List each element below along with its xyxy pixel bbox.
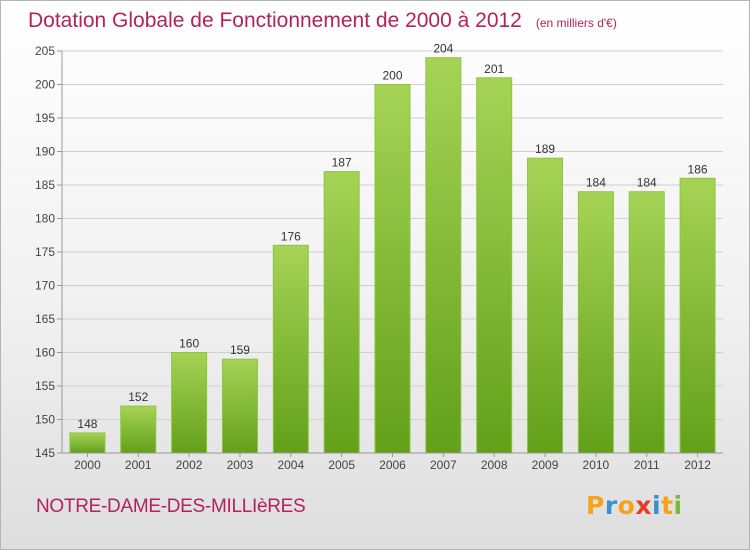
commune-name: NOTRE-DAME-DES-MILLIèRES (36, 496, 306, 517)
x-tick-label-2004: 2004 (277, 458, 304, 472)
bar-2001 (120, 405, 157, 454)
x-axis-ticks: 2000 2001 2002 2003 2004 2005 2006 2007 2008 2009… (62, 452, 723, 472)
logo-letter: P (586, 491, 605, 520)
data-label-2003: 159 (230, 343, 250, 357)
chart-title: Dotation Globale de Fonctionnement de 20… (28, 9, 522, 32)
y-tick-label: 195 (35, 111, 55, 125)
y-tick-label: 190 (35, 145, 55, 159)
data-labels: 148 152 160 159 176 187 200 204 201 189 184 184 186 (77, 42, 708, 431)
bar-2006 (374, 84, 411, 454)
data-label-2000: 148 (77, 417, 97, 431)
chart-title-block: Dotation Globale de Fonctionnement de 20… (28, 9, 617, 33)
data-label-2007: 204 (433, 42, 453, 56)
y-tick-label: 200 (35, 78, 55, 92)
bar-2005 (323, 171, 360, 454)
y-axis: 145 150 155 160 165 170 175 180 185 190 195 200 205 (35, 44, 63, 460)
bar-2010 (577, 191, 614, 454)
x-tick-label-2009: 2009 (532, 458, 559, 472)
data-label-2004: 176 (281, 229, 301, 243)
x-tick-label-2003: 2003 (227, 458, 254, 472)
y-tick-label: 185 (35, 178, 55, 192)
logo-letter: t (661, 491, 674, 520)
y-tick-label: 175 (35, 245, 55, 259)
chart-unit: (en milliers d'€) (535, 16, 617, 30)
y-tick-label: 205 (35, 44, 55, 58)
bar-2002 (171, 352, 208, 454)
logo-letter: o (617, 491, 636, 520)
data-label-2010: 184 (586, 176, 606, 190)
bar-2012 (679, 177, 716, 454)
x-tick-label-2002: 2002 (176, 458, 203, 472)
logo-letter: r (604, 491, 618, 520)
data-label-2008: 201 (484, 62, 504, 76)
data-label-2011: 184 (637, 176, 657, 190)
x-tick-label-2006: 2006 (379, 458, 406, 472)
logo-letter: x (635, 491, 652, 520)
bar-2000 (69, 432, 106, 454)
y-tick-label: 155 (35, 379, 55, 393)
data-label-2001: 152 (128, 390, 148, 404)
y-tick-label: 170 (35, 279, 55, 293)
bar-2007 (425, 57, 462, 454)
x-tick-label-2001: 2001 (125, 458, 152, 472)
bars (69, 57, 716, 454)
x-tick-label-2010: 2010 (583, 458, 610, 472)
bar-2004 (272, 244, 309, 454)
bar-2003 (221, 358, 258, 454)
x-tick-label-2007: 2007 (430, 458, 457, 472)
x-tick-label-2005: 2005 (328, 458, 355, 472)
x-tick-label-2011: 2011 (634, 458, 660, 472)
y-tick-label: 145 (35, 446, 55, 460)
y-tick-label: 180 (35, 212, 55, 226)
x-tick-label-2008: 2008 (481, 458, 508, 472)
bar-2011 (628, 191, 665, 454)
bar-2008 (476, 77, 513, 454)
data-label-2012: 186 (688, 162, 708, 176)
data-label-2005: 187 (332, 156, 352, 170)
data-label-2006: 200 (382, 69, 402, 83)
y-tick-label: 150 (35, 413, 55, 427)
logo-letter: i (652, 491, 662, 520)
bar-2009 (527, 157, 564, 454)
logo-letter: i (673, 491, 683, 520)
data-label-2002: 160 (179, 337, 199, 351)
data-label-2009: 189 (535, 142, 555, 156)
x-tick-label-2012: 2012 (684, 458, 711, 472)
proxiti-logo: Proxiti (586, 491, 683, 520)
x-tick-label-2000: 2000 (74, 458, 101, 472)
y-tick-label: 165 (35, 312, 55, 326)
y-tick-label: 160 (35, 346, 55, 360)
